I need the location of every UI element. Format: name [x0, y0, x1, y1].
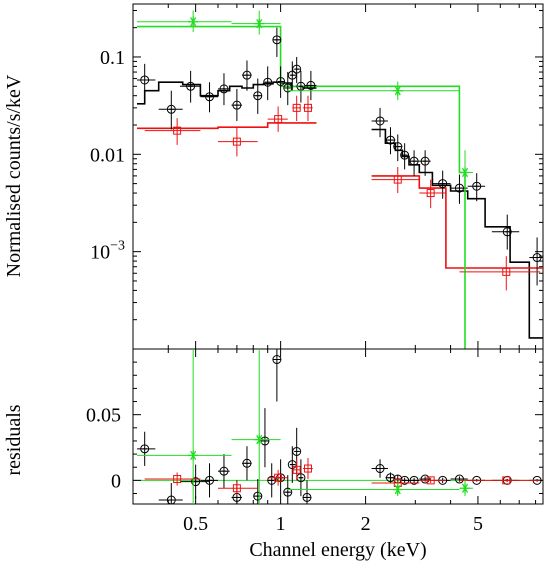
lower-ytick-labels: 00.05 [86, 405, 121, 493]
point-black [502, 227, 512, 237]
point-red [232, 137, 241, 146]
point-black [191, 477, 201, 487]
xtick-labels: 0.5 1 2 5 [183, 513, 483, 535]
point-green [392, 85, 403, 96]
point-black [375, 116, 385, 126]
point-black [283, 83, 293, 93]
point-black [219, 466, 229, 476]
point-black [205, 92, 215, 102]
point-black [283, 487, 293, 497]
point-black [420, 156, 430, 166]
point-green [254, 18, 265, 29]
point-black [302, 492, 312, 502]
point-black [532, 253, 542, 263]
lower-ytick-label: 0.05 [86, 405, 121, 427]
lower-ytick-label: 0 [111, 470, 121, 492]
point-black [272, 355, 282, 365]
xtick-label: 5 [473, 513, 483, 535]
upper-ytick-label: 10−3 [90, 239, 125, 264]
point-red [303, 464, 312, 473]
upper-ytick-label: 0.01 [90, 144, 125, 166]
point-red [426, 189, 435, 198]
point-green [188, 16, 199, 27]
xtick-label: 1 [276, 513, 286, 535]
point-black [232, 100, 242, 110]
point-green [188, 450, 199, 461]
lower-points [137, 349, 543, 505]
point-black [242, 458, 252, 468]
point-black [276, 76, 286, 86]
lower-ylabel: residuals [3, 404, 25, 475]
point-black [420, 474, 430, 484]
point-black [272, 35, 282, 45]
point-green [254, 434, 265, 445]
model-line-red [137, 122, 543, 269]
point-black [454, 474, 464, 484]
point-black [242, 70, 252, 80]
point-black [205, 475, 215, 485]
upper-models [137, 25, 543, 349]
point-green [460, 167, 471, 178]
point-red [274, 473, 283, 482]
point-black [292, 446, 302, 456]
lower-panel: 00.05 0.5 1 2 5 residuals Channel energy (k… [3, 348, 544, 561]
point-red [232, 484, 241, 493]
point-black [253, 91, 263, 101]
point-black [140, 444, 150, 454]
lower-plot-frame [132, 348, 544, 505]
model-line-black [137, 81, 543, 339]
point-black [438, 179, 448, 189]
point-black [166, 104, 176, 114]
upper-ytick-labels: 0.1 0.01 10−3 [90, 47, 125, 264]
point-black [260, 436, 270, 446]
point-black [400, 475, 410, 485]
point-red [303, 103, 312, 112]
point-black [375, 464, 385, 474]
point-black [409, 156, 419, 166]
point-red [292, 103, 301, 112]
point-black [186, 81, 196, 91]
xtick-label: 2 [361, 513, 371, 535]
point-red [426, 476, 435, 485]
point-black [454, 183, 464, 193]
upper-plot-frame [132, 3, 544, 350]
point-black [385, 473, 395, 483]
xtick-label: 0.5 [183, 513, 208, 535]
point-green [392, 484, 403, 495]
point-black [166, 495, 176, 505]
point-black [263, 77, 273, 87]
upper-panel: 0.1 0.01 10−3 Normalised counts/s/keV [3, 3, 544, 350]
point-black [140, 75, 150, 85]
point-black [253, 491, 263, 501]
upper-ytick-label: 0.1 [100, 47, 125, 69]
point-green [460, 483, 471, 494]
point-red [502, 476, 511, 485]
point-black [400, 150, 410, 160]
xlabel: Channel energy (keV) [249, 539, 426, 561]
point-red [173, 475, 182, 484]
point-red [274, 115, 283, 124]
point-black [219, 84, 229, 94]
point-black [409, 475, 419, 485]
point-black [267, 475, 277, 485]
upper-ylabel: Normalised counts/s/keV [3, 74, 25, 277]
point-red [173, 126, 182, 135]
upper-grid-and-ticks [132, 4, 543, 350]
point-black [306, 80, 316, 90]
point-black [472, 181, 482, 191]
upper-points [137, 10, 543, 349]
point-black [385, 135, 395, 145]
point-black [393, 142, 403, 152]
point-red [292, 465, 301, 474]
point-red [502, 267, 511, 276]
point-black [292, 64, 302, 74]
point-red [393, 175, 402, 184]
